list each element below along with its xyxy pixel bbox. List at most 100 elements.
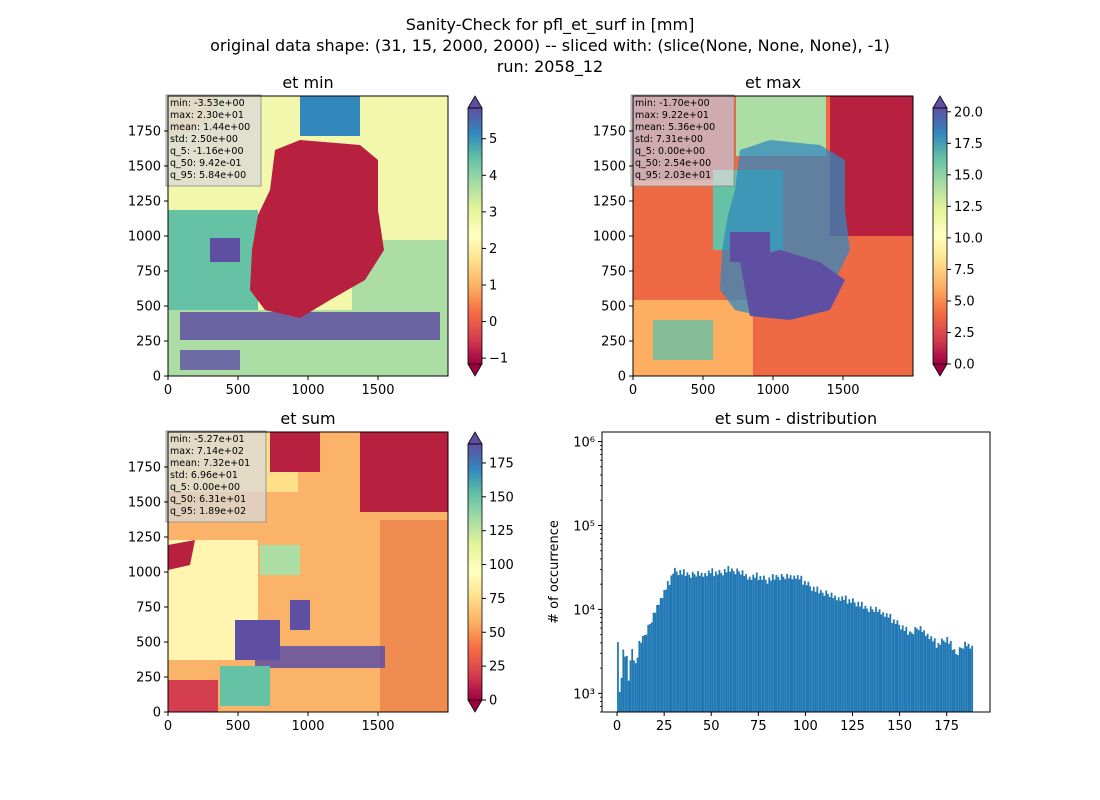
heatmap-region [290,600,310,630]
histogram-bar [848,599,851,712]
heatmap-region [653,320,713,360]
histogram-bar [773,579,776,712]
y-tick-label: 1500 [593,160,626,175]
histogram-bar [787,578,790,712]
histogram-bar [643,635,646,712]
histogram-bar [857,601,860,712]
histogram-bar [659,598,662,712]
histogram-bar [873,611,876,712]
histogram-bar [658,604,660,712]
y-tick-label: 10⁶ [573,436,595,451]
axes-frame [601,431,991,713]
histogram-bar [834,595,836,712]
histogram-bar [910,632,913,712]
x-tick-label: 25 [656,719,673,734]
colorbar-tick-label: 50 [489,626,506,641]
heatmap-region [300,96,360,136]
stats-line: max: 2.30e+01 [170,110,244,121]
x-tick-label: 125 [840,719,865,734]
histogram-bar [917,630,920,712]
colorbar-tick-label: 12.5 [954,200,983,215]
y-tick-label: 1750 [128,461,161,476]
histogram-bar [884,616,886,712]
panel-et-sum: et sum min: -5.27e+01 max: 7.14e+02 mean… [128,409,514,734]
histogram-bar [901,625,904,712]
panel-title: et max [745,73,801,92]
histogram-bar [622,649,625,712]
histogram-bar [841,596,844,712]
colorbar: −1 0 1 2 3 4 5 [467,95,508,377]
panel-title: et min [282,73,333,92]
histogram-bar [652,612,655,712]
histogram-bar [852,598,854,712]
colorbar-tick-label: 0.0 [954,358,975,373]
stats-box-background [165,430,267,523]
histogram-bar [688,574,691,712]
histogram-bar [649,623,651,712]
histogram-bar [686,572,689,712]
histogram-bar [796,575,799,712]
colorbar-gradient [467,107,483,365]
y-tick-label: 10³ [573,687,595,702]
x-tick-label: 0 [164,383,172,398]
histogram-bar [862,608,865,712]
histogram-bar [795,578,797,712]
stats-line: q_5: -1.16e+00 [170,146,244,157]
heatmap-region [260,545,300,575]
histogram-bar [743,575,746,712]
colorbar-extend-min [467,699,483,713]
histogram-bar [736,568,739,712]
x-tick-label: 50 [703,719,720,734]
histogram-bar [811,590,813,712]
histogram-bar [718,569,721,712]
y-tick-label: 500 [601,300,626,315]
histogram-bar [764,579,767,712]
stats-line: min: -3.53e+00 [170,98,245,109]
histogram-bar [957,655,959,712]
histogram-bar [709,573,712,712]
colorbar-tick-label: 20.0 [954,105,983,120]
histogram-bar [864,605,867,712]
colorbar-tick-label: 5 [489,132,497,147]
colorbar-tick-label: 0 [489,694,497,709]
colorbar-tick-label: 75 [489,592,506,607]
histogram-bar [889,613,892,712]
histogram-bar [919,626,922,712]
x-tick-label: 1500 [826,383,859,398]
heatmap-region [270,432,320,472]
y-tick-label: 10⁴ [573,603,595,618]
y-axis-ticks: 10³ 10⁴ 10⁵ 10⁶ [573,436,602,713]
histogram-bar [885,613,888,712]
histogram-bar [876,611,879,712]
histogram-bar [693,574,696,712]
colorbar-tick-label: 1 [489,279,497,294]
colorbar: 0 25 50 75 100 125 150 175 [467,431,514,713]
histogram-bar [823,595,826,712]
histogram-bar [839,600,842,712]
histogram-bar [784,579,787,712]
stats-line: std: 7.31e+00 [635,134,703,145]
x-tick-label: 500 [226,719,251,734]
histogram-bar [926,633,929,712]
histogram-bar [964,641,966,712]
y-tick-label: 500 [136,300,161,315]
histogram-bar [896,620,899,712]
histogram-bar [939,644,942,712]
colorbar-tick-label: 150 [489,490,514,505]
colorbar-tick-label: 175 [489,456,514,471]
colorbar-tick-label: 7.5 [954,263,975,278]
colorbar-tick-label: 10.0 [954,231,983,246]
histogram-bar [636,657,639,712]
panel-et-max: et max min: -1.70e+00 max: 9.22e+01 mean… [593,73,983,398]
histogram-bar [837,597,840,712]
histogram-bar [887,617,890,712]
stats-line: min: -5.27e+01 [170,434,245,445]
histogram-bar [745,574,748,712]
colorbar-tick-label: 3 [489,205,497,220]
y-tick-label: 750 [136,265,161,280]
x-tick-label: 75 [750,719,767,734]
histogram-bar [941,638,943,712]
stats-line: max: 9.22e+01 [635,110,709,121]
figure-title-line-3: run: 2058_12 [497,57,603,77]
histogram-bar [654,612,657,712]
